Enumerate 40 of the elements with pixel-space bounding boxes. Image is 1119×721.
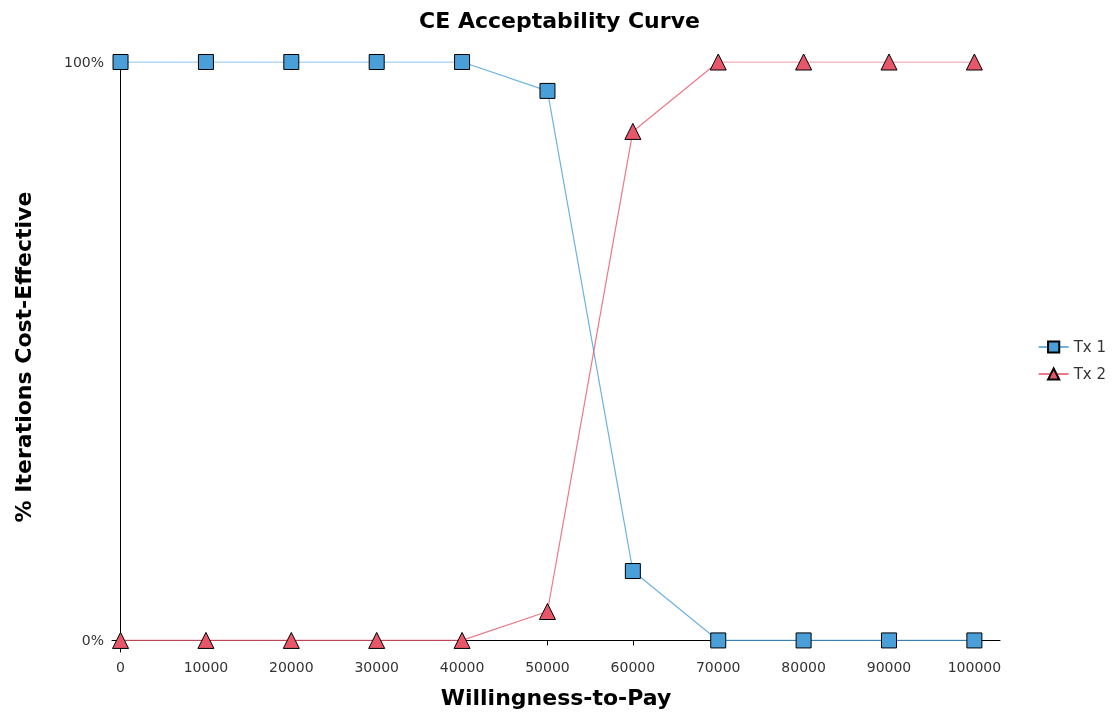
point (881, 632, 897, 649)
point (965, 53, 983, 71)
point (795, 632, 812, 649)
point (709, 53, 727, 71)
point (453, 631, 471, 649)
point (368, 54, 385, 70)
x-tick-label: 30000 (354, 659, 399, 675)
y-tick-label: 100% (63, 54, 104, 70)
y-axis-title: % Iterations Cost-Effective (10, 191, 36, 523)
point (112, 54, 129, 70)
x-tick-label: 0 (116, 659, 125, 675)
point (624, 563, 641, 580)
x-tick-label: 40000 (439, 659, 485, 675)
point (710, 632, 727, 649)
point (795, 53, 813, 71)
x-axis-title: Willingness-to-Pay (440, 684, 672, 710)
point (454, 54, 471, 70)
point (112, 631, 130, 649)
x-tick-label: 20000 (269, 659, 314, 675)
x-tick-label: 70000 (695, 659, 741, 675)
point (538, 603, 556, 621)
point (880, 53, 898, 71)
point (368, 631, 386, 649)
point (282, 631, 300, 649)
point (624, 122, 642, 140)
point (539, 82, 556, 99)
point (197, 631, 215, 649)
x-tick-label: 50000 (525, 659, 570, 675)
x-tick-label: 60000 (610, 659, 656, 675)
point (283, 54, 300, 70)
legend-label: Tx 1 (1072, 338, 1107, 356)
x-tick-label: 10000 (183, 659, 229, 675)
y-tick-label: 0% (81, 632, 104, 649)
x-tick-label: 100000 (947, 659, 1002, 675)
x-tick-label: 90000 (866, 659, 912, 675)
legend-label: Tx 2 (1072, 365, 1107, 383)
point (966, 632, 983, 649)
chart-title: CE Acceptability Curve (419, 7, 700, 33)
point (197, 54, 214, 70)
x-tick-label: 80000 (781, 659, 826, 675)
